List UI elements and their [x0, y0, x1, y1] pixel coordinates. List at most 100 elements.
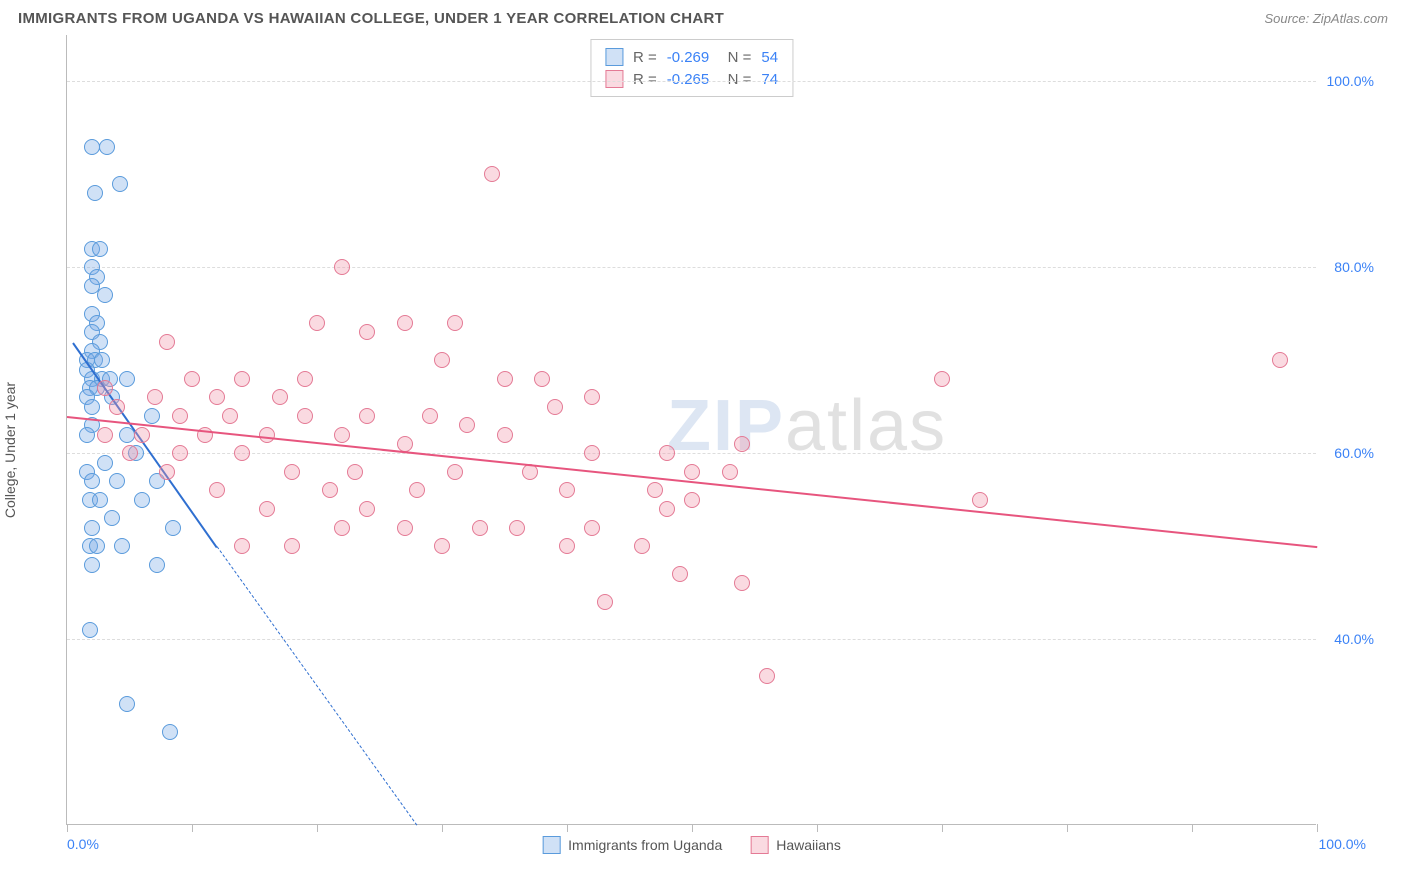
x-tick: [192, 824, 193, 832]
data-point: [112, 176, 128, 192]
data-point: [497, 371, 513, 387]
data-point: [144, 408, 160, 424]
data-point: [447, 464, 463, 480]
gridline: [67, 639, 1316, 640]
data-point: [659, 445, 675, 461]
data-point: [509, 520, 525, 536]
data-point: [584, 520, 600, 536]
data-point: [584, 389, 600, 405]
trend-line: [217, 546, 418, 825]
data-point: [134, 427, 150, 443]
y-tick-label: 40.0%: [1334, 631, 1374, 647]
data-point: [84, 557, 100, 573]
data-point: [159, 334, 175, 350]
x-tick: [317, 824, 318, 832]
data-point: [97, 380, 113, 396]
data-point: [82, 622, 98, 638]
data-point: [284, 538, 300, 554]
data-point: [272, 389, 288, 405]
data-point: [119, 696, 135, 712]
data-point: [297, 408, 313, 424]
data-point: [659, 501, 675, 517]
stat-value: 54: [761, 49, 778, 66]
stat-label: N =: [719, 49, 751, 66]
stats-row: R = -0.265 N = 74: [605, 68, 778, 90]
data-point: [547, 399, 563, 415]
data-point: [559, 538, 575, 554]
chart-area: College, Under 1 year R = -0.269 N = 54 …: [18, 35, 1388, 865]
data-point: [99, 139, 115, 155]
swatch-icon: [605, 70, 623, 88]
data-point: [359, 408, 375, 424]
data-point: [259, 427, 275, 443]
data-point: [597, 594, 613, 610]
data-point: [109, 473, 125, 489]
data-point: [234, 371, 250, 387]
data-point: [84, 139, 100, 155]
data-point: [79, 427, 95, 443]
data-point: [259, 501, 275, 517]
data-point: [122, 445, 138, 461]
trend-line: [67, 416, 1317, 548]
data-point: [472, 520, 488, 536]
data-point: [672, 566, 688, 582]
y-tick-label: 100.0%: [1327, 73, 1374, 89]
gridline: [67, 81, 1316, 82]
data-point: [322, 482, 338, 498]
data-point: [94, 352, 110, 368]
data-point: [397, 520, 413, 536]
y-tick-label: 60.0%: [1334, 445, 1374, 461]
data-point: [684, 464, 700, 480]
source-label: Source: ZipAtlas.com: [1264, 11, 1388, 26]
data-point: [972, 492, 988, 508]
data-point: [759, 668, 775, 684]
x-tick: [1067, 824, 1068, 832]
data-point: [149, 557, 165, 573]
data-point: [722, 464, 738, 480]
data-point: [934, 371, 950, 387]
legend-label: Hawaiians: [776, 837, 841, 853]
data-point: [734, 436, 750, 452]
gridline: [67, 453, 1316, 454]
legend-label: Immigrants from Uganda: [568, 837, 722, 853]
data-point: [447, 315, 463, 331]
x-tick: [942, 824, 943, 832]
stat-label: N =: [719, 71, 751, 88]
legend-item: Hawaiians: [750, 836, 841, 854]
data-point: [684, 492, 700, 508]
stat-label: R =: [633, 71, 657, 88]
data-point: [359, 324, 375, 340]
data-point: [459, 417, 475, 433]
data-point: [359, 501, 375, 517]
data-point: [559, 482, 575, 498]
data-point: [172, 445, 188, 461]
data-point: [159, 464, 175, 480]
data-point: [284, 464, 300, 480]
swatch-icon: [605, 48, 623, 66]
data-point: [147, 389, 163, 405]
stat-value: -0.269: [667, 49, 710, 66]
watermark: ZIPatlas: [667, 385, 947, 467]
stat-value: 74: [761, 71, 778, 88]
data-point: [89, 538, 105, 554]
data-point: [334, 427, 350, 443]
chart-title: IMMIGRANTS FROM UGANDA VS HAWAIIAN COLLE…: [18, 10, 724, 27]
data-point: [92, 241, 108, 257]
legend: Immigrants from Uganda Hawaiians: [542, 836, 841, 854]
y-tick-label: 80.0%: [1334, 259, 1374, 275]
data-point: [584, 445, 600, 461]
data-point: [184, 371, 200, 387]
data-point: [84, 473, 100, 489]
x-axis-label-min: 0.0%: [67, 836, 99, 852]
legend-item: Immigrants from Uganda: [542, 836, 722, 854]
stat-value: -0.265: [667, 71, 710, 88]
swatch-icon: [750, 836, 768, 854]
plot-region: R = -0.269 N = 54 R = -0.265 N = 74 ZIPa…: [66, 35, 1316, 825]
data-point: [397, 315, 413, 331]
data-point: [92, 492, 108, 508]
data-point: [84, 399, 100, 415]
data-point: [484, 166, 500, 182]
stats-legend: R = -0.269 N = 54 R = -0.265 N = 74: [590, 39, 793, 97]
x-tick: [442, 824, 443, 832]
data-point: [347, 464, 363, 480]
